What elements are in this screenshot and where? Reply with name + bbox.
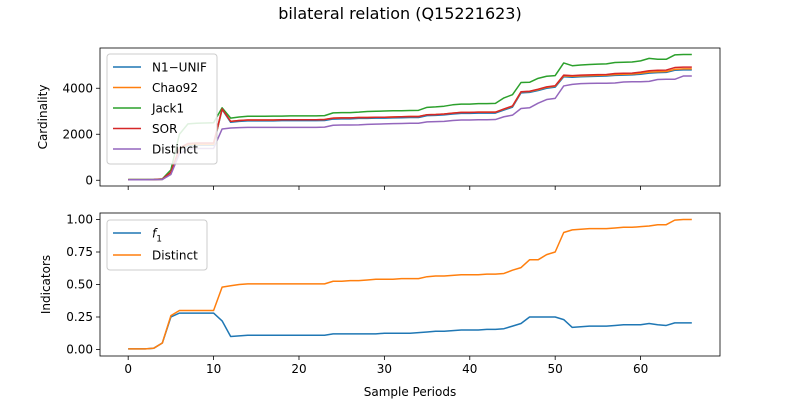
y-axis-label: Cardinality	[36, 85, 50, 150]
series-line-distinct	[128, 218, 692, 350]
legend-box	[106, 53, 218, 165]
series-line-sor	[128, 66, 692, 181]
x-tick-label: 10	[206, 362, 221, 376]
legend: f1 Distinct	[106, 219, 208, 271]
legend-box	[106, 219, 208, 271]
legend-label: f1	[152, 227, 162, 245]
y-tick-label: 0.00	[66, 343, 93, 357]
x-axis-label: Sample Periods	[364, 385, 456, 399]
y-tick-label: 0	[85, 173, 93, 187]
legend: N1−UNIF Chao92 Jack1 SOR Distinct	[106, 53, 218, 165]
indicators-panel: 0 10 20 30 40 50 60 0.00 0.25 0.50 0.75 1.00 Indicat…	[39, 213, 721, 399]
y-tick-label: 0.25	[66, 310, 93, 324]
legend-label: Jack1	[151, 102, 184, 116]
y-axis-label: Indicators	[39, 255, 53, 314]
y-tick-label: 0.50	[66, 278, 93, 292]
cardinality-panel: 0 2000 4000 Cardinality N1−UNIF Chao92 Jack1 SO…	[36, 47, 721, 190]
legend-label: Chao92	[152, 81, 198, 95]
y-tick-label: 0.75	[66, 245, 93, 259]
figure-title: bilateral relation (Q15221623)	[278, 4, 521, 23]
legend-label: Distinct	[152, 249, 198, 263]
x-tick-label: 60	[633, 362, 648, 376]
x-tick-label: 30	[377, 362, 392, 376]
legend-label: Distinct	[152, 143, 198, 157]
legend-label: SOR	[152, 122, 177, 136]
y-tick-label: 2000	[62, 127, 93, 141]
y-tick-label: 1.00	[66, 213, 93, 227]
x-tick-label: 40	[462, 362, 477, 376]
series-line-jack1	[128, 53, 692, 181]
x-tick-label: 20	[291, 362, 306, 376]
x-tick-label: 0	[124, 362, 132, 376]
y-tick-label: 4000	[62, 81, 93, 95]
x-tick-label: 50	[548, 362, 563, 376]
series-line-f	[128, 312, 692, 350]
axes-frame	[99, 47, 721, 187]
legend-label: N1−UNIF	[152, 61, 207, 75]
series-line-distinct	[128, 75, 692, 181]
